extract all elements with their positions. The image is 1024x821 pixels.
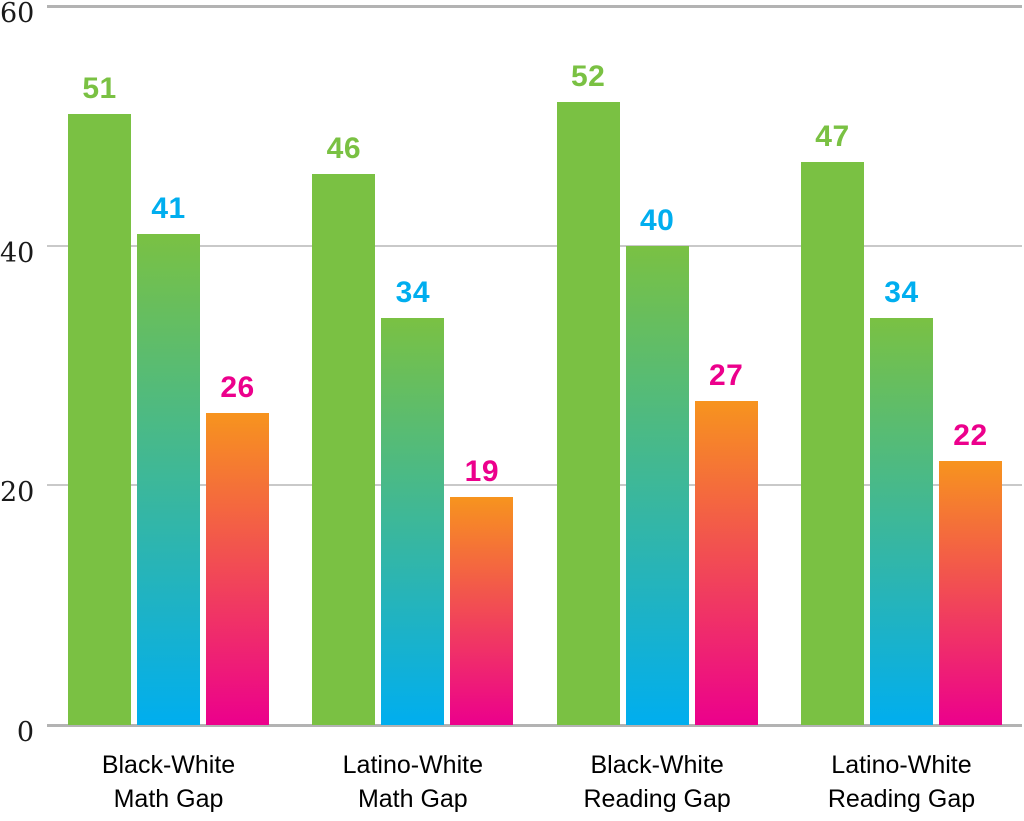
bar-group-2: 46 34 19 — [312, 132, 514, 725]
bar-series2-latino-white-reading-gap — [869, 318, 933, 725]
bar-group-4: 47 34 22 — [800, 120, 1002, 725]
bar-series1-latino-white-math-gap — [312, 174, 376, 725]
bar-series3-black-white-reading-gap — [694, 401, 758, 725]
bar-series3-latino-white-math-gap — [450, 497, 514, 725]
bar-cell: 46 — [312, 132, 376, 725]
bar-cell: 27 — [694, 359, 758, 725]
bar-value-label: 47 — [815, 120, 850, 153]
y-tick-label-40: 40 — [0, 238, 35, 269]
bar-value-label: 22 — [953, 419, 988, 452]
bar-value-label: 34 — [395, 276, 431, 309]
bar-group-1: 51 41 26 — [68, 74, 269, 725]
y-gridline-40 — [47, 245, 1022, 247]
x-tick-label-1: Black-White Math Gap — [68, 748, 269, 816]
bar-cell: 41 — [137, 194, 200, 725]
bar-group-3: 52 40 27 — [556, 60, 758, 725]
x-tick-label-3: Black-White Reading Gap — [557, 748, 758, 816]
category-line-1: Latino-White — [831, 751, 972, 779]
bar-series2-black-white-reading-gap — [625, 246, 689, 725]
bar-cell: 26 — [206, 373, 269, 725]
bar-value-label: 26 — [220, 371, 255, 404]
y-gridline-60 — [47, 5, 1022, 8]
bar-value-label: 19 — [464, 455, 500, 488]
bar-value-label: 41 — [151, 192, 186, 225]
bar-value-label: 40 — [639, 204, 675, 237]
y-tick-label-20: 20 — [0, 477, 35, 508]
bar-value-label: 27 — [708, 359, 744, 392]
plot-area: 51 41 26 46 34 19 52 40 27 47 34 22 — [47, 0, 1022, 725]
bar-cell: 19 — [450, 455, 514, 725]
bar-cell: 34 — [869, 276, 933, 725]
bar-series3-black-white-math-gap — [206, 413, 269, 725]
y-tick-label-0: 0 — [16, 717, 34, 748]
category-line-1: Black-White — [590, 751, 724, 779]
bar-cell: 47 — [800, 120, 864, 725]
category-line-1: Black-White — [101, 751, 236, 779]
category-line-2: Math Gap — [357, 785, 468, 813]
bar-series2-black-white-math-gap — [137, 234, 200, 725]
bar-cell: 22 — [938, 419, 1002, 725]
x-tick-label-2: Latino-White Math Gap — [312, 748, 513, 816]
bar-value-label: 46 — [326, 132, 362, 165]
bar-series1-black-white-math-gap — [68, 114, 131, 725]
category-line-1: Latino-White — [342, 751, 483, 779]
category-line-2: Reading Gap — [827, 785, 976, 813]
bar-series3-latino-white-reading-gap — [938, 461, 1002, 725]
bar-series1-black-white-reading-gap — [556, 102, 620, 725]
x-axis-labels: Black-White Math Gap Latino-White Math Gap B… — [47, 748, 1022, 816]
bar-cell: 34 — [381, 276, 445, 725]
bar-series1-latino-white-reading-gap — [800, 162, 864, 725]
y-tick-label-60: 60 — [0, 0, 35, 29]
category-line-2: Reading Gap — [583, 785, 731, 813]
bar-cell: 52 — [556, 60, 620, 725]
category-line-2: Math Gap — [113, 785, 224, 813]
bar-cell: 51 — [68, 74, 131, 725]
bar-value-label: 51 — [82, 72, 117, 105]
y-gridline-20 — [47, 484, 1022, 486]
bar-value-label: 52 — [570, 60, 606, 93]
bar-value-label: 34 — [884, 276, 919, 309]
x-tick-label-4: Latino-White Reading Gap — [801, 748, 1002, 816]
bar-cell: 40 — [625, 204, 689, 725]
y-gridline-0 — [47, 724, 1022, 727]
bar-series2-latino-white-math-gap — [381, 318, 445, 725]
